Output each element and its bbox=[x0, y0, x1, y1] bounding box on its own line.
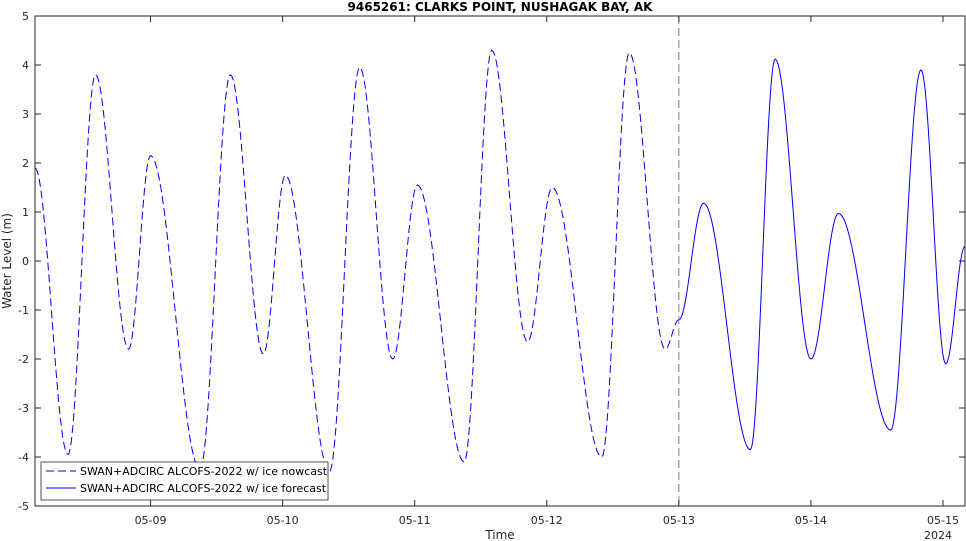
y-axis-label: Water Level (m) bbox=[0, 213, 14, 309]
y-axis: 5 4 3 2 1 0 -1 -2 -3 -4 -5 bbox=[18, 10, 965, 513]
nowcast-series-line bbox=[35, 49, 679, 473]
x-tick-label: 05-12 bbox=[531, 514, 563, 527]
x-tick-label: 05-14 bbox=[795, 514, 827, 527]
legend-forecast-label: SWAN+ADCIRC ALCOFS-2022 w/ ice forecast bbox=[80, 482, 327, 495]
legend-nowcast-label: SWAN+ADCIRC ALCOFS-2022 w/ ice nowcast bbox=[80, 465, 328, 478]
x-tick-label: 05-10 bbox=[267, 514, 299, 527]
y-tick-label: 3 bbox=[22, 108, 29, 121]
x-tick-label: 05-15 bbox=[927, 514, 959, 527]
x-axis: 05-09 05-10 05-11 05-12 05-13 05-14 05-15 bbox=[135, 16, 959, 527]
y-tick-label: 5 bbox=[22, 10, 29, 23]
y-tick-label: 4 bbox=[22, 59, 29, 72]
year-label: 2024 bbox=[924, 529, 952, 541]
chart-title: 9465261: CLARKS POINT, NUSHAGAK BAY, AK bbox=[348, 0, 654, 14]
x-axis-label: Time bbox=[484, 528, 514, 541]
forecast-series-line bbox=[678, 58, 965, 451]
y-tick-label: -5 bbox=[18, 500, 29, 513]
y-tick-label: -4 bbox=[18, 451, 29, 464]
y-tick-label: -1 bbox=[18, 304, 29, 317]
x-tick-label: 05-13 bbox=[663, 514, 695, 527]
y-tick-label: 1 bbox=[22, 206, 29, 219]
y-tick-label: 0 bbox=[22, 255, 29, 268]
series-layer bbox=[35, 49, 965, 473]
y-tick-label: -3 bbox=[18, 402, 29, 415]
x-tick-label: 05-09 bbox=[135, 514, 167, 527]
y-tick-label: -2 bbox=[18, 353, 29, 366]
legend-box bbox=[40, 461, 329, 501]
legend: SWAN+ADCIRC ALCOFS-2022 w/ ice nowcast S… bbox=[40, 461, 329, 501]
x-tick-label: 05-11 bbox=[399, 514, 431, 527]
y-tick-label: 2 bbox=[22, 157, 29, 170]
